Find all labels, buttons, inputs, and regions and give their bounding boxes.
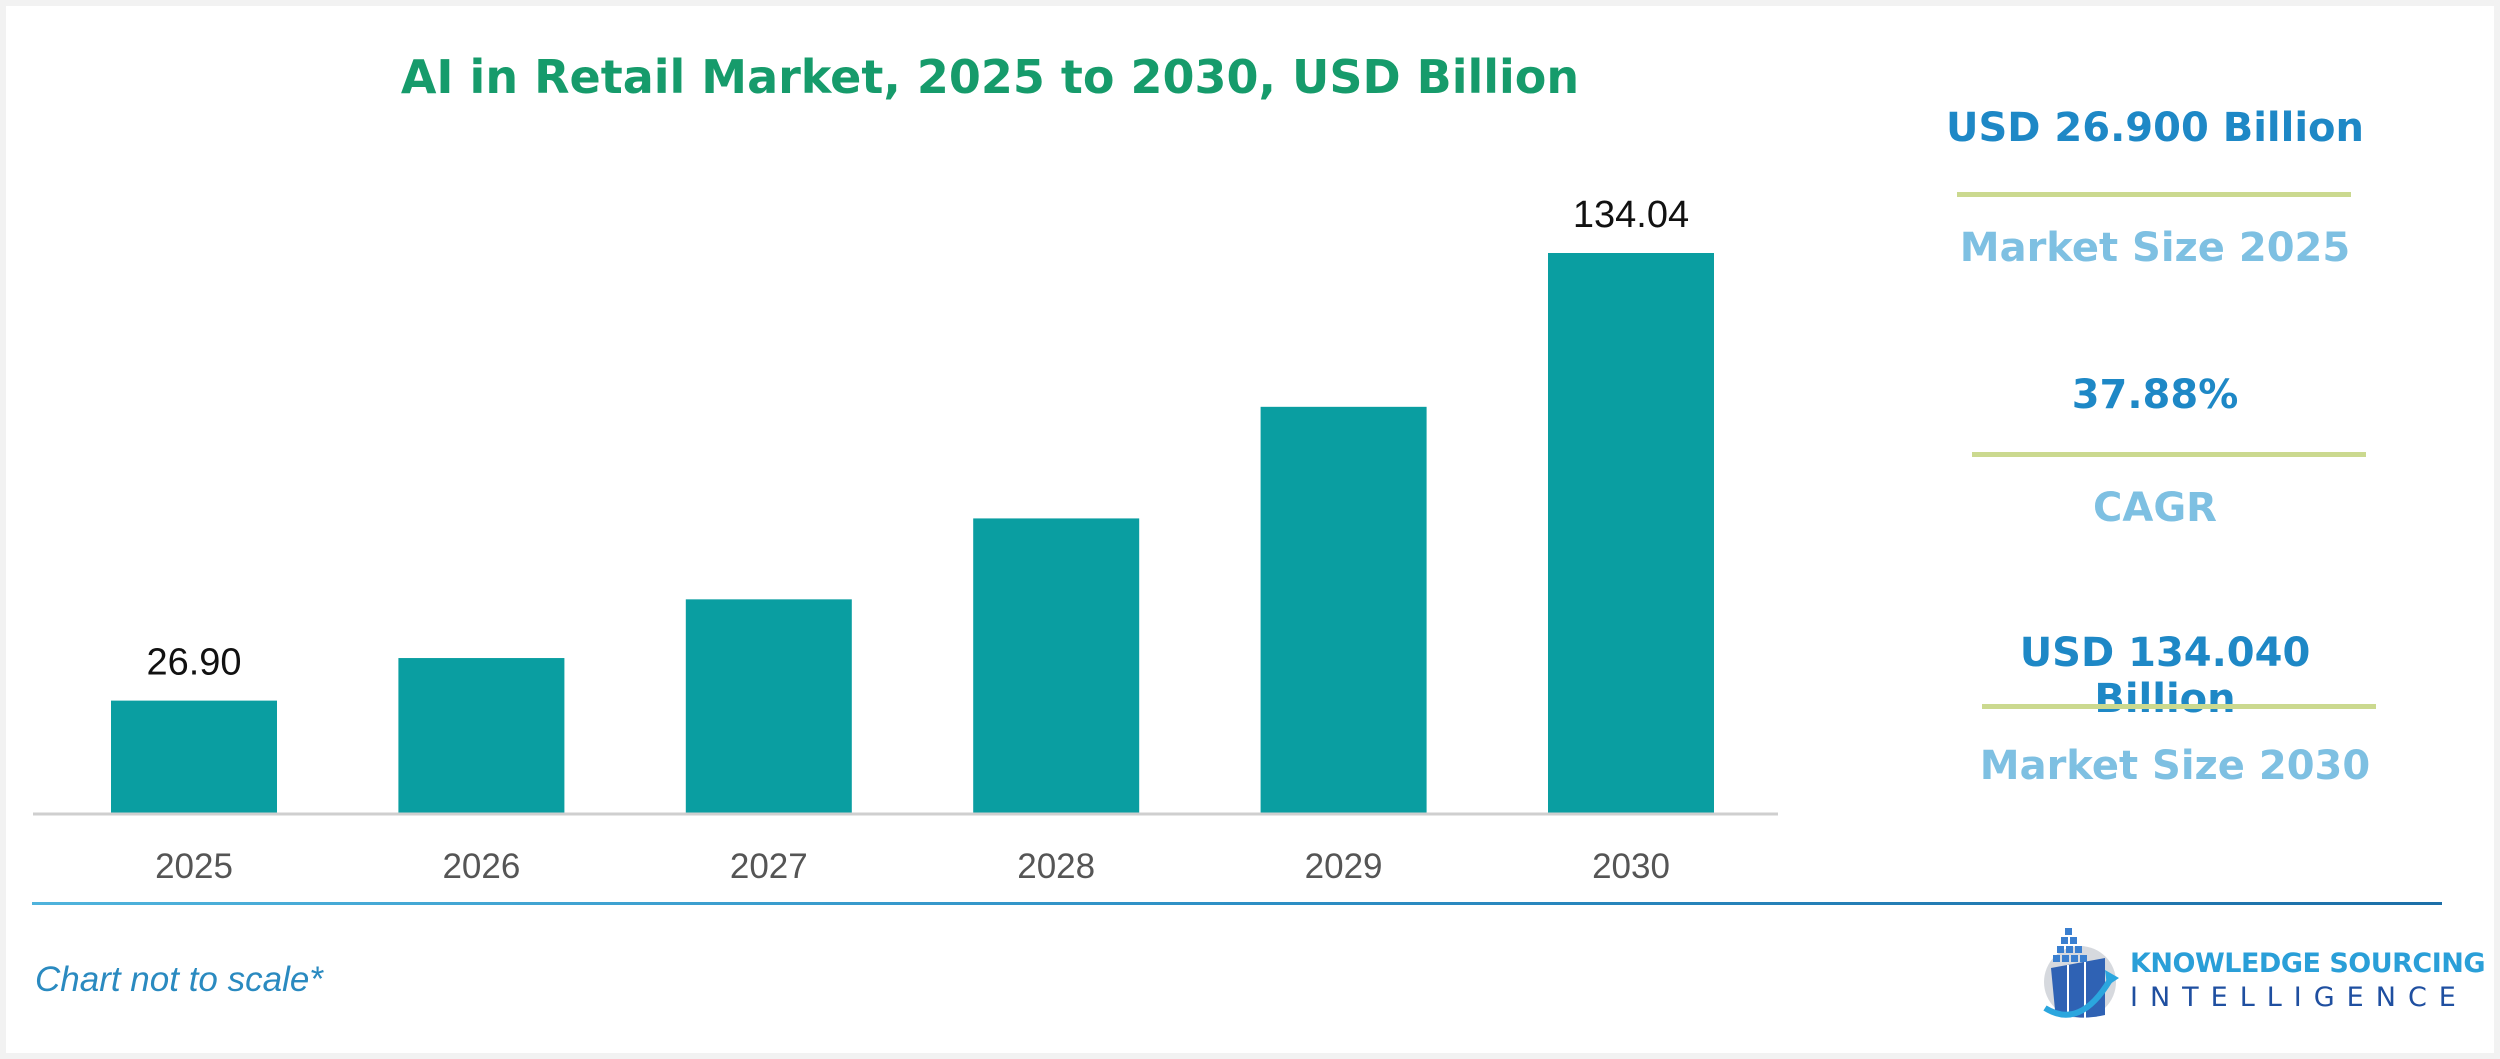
logo-text-line1: KNOWLEDGE SOURCING	[2130, 948, 2486, 979]
cagr-value: 37.88%	[2071, 372, 2239, 418]
data-label: 26.90	[146, 642, 241, 684]
chart-note: Chart not to scale*	[35, 960, 323, 999]
x-tick-label: 2025	[155, 847, 233, 886]
data-label: 134.04	[1573, 194, 1689, 236]
company-logo: KNOWLEDGE SOURCING INTELLIGENCE	[2035, 920, 2486, 1025]
x-tick-label: 2029	[1305, 847, 1383, 886]
x-tick-label: 2030	[1592, 847, 1670, 886]
logo-icon	[2043, 928, 2119, 1019]
x-tick-label: 2028	[1017, 847, 1095, 886]
market-size-2025-label: Market Size 2025	[1959, 225, 2351, 271]
separator	[1972, 452, 2366, 457]
cagr-label: CAGR	[2093, 485, 2217, 531]
footer-divider	[32, 902, 2442, 905]
bar-2028	[973, 518, 1140, 813]
logo-text-line2: INTELLIGENCE	[2130, 982, 2468, 1013]
bar-2030	[1548, 253, 1714, 813]
market-size-2030-label: Market Size 2030	[1979, 743, 2371, 789]
market-size-2025-value: USD 26.900 Billion	[1946, 105, 2364, 151]
bar-2029	[1260, 406, 1427, 813]
x-tick-label: 2027	[730, 847, 808, 886]
bar-2027	[685, 599, 852, 813]
separator	[1982, 704, 2376, 709]
bar-2026	[398, 658, 565, 813]
market-size-2030-value: USD 134.040 Billion	[2019, 630, 2311, 722]
chart-title: AI in Retail Market, 2025 to 2030, USD B…	[400, 50, 1580, 104]
bar-2025	[111, 700, 277, 813]
separator	[1957, 192, 2351, 197]
bar-chart: 2025 26.90 2026 2027 2028 2029 2030 134.04	[33, 194, 1778, 886]
x-tick-label: 2026	[442, 847, 520, 886]
chart-card	[6, 6, 2494, 1053]
